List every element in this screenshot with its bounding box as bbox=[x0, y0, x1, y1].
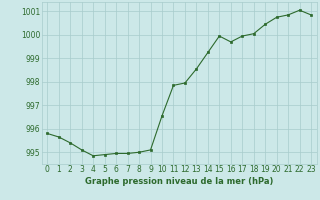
X-axis label: Graphe pression niveau de la mer (hPa): Graphe pression niveau de la mer (hPa) bbox=[85, 177, 273, 186]
